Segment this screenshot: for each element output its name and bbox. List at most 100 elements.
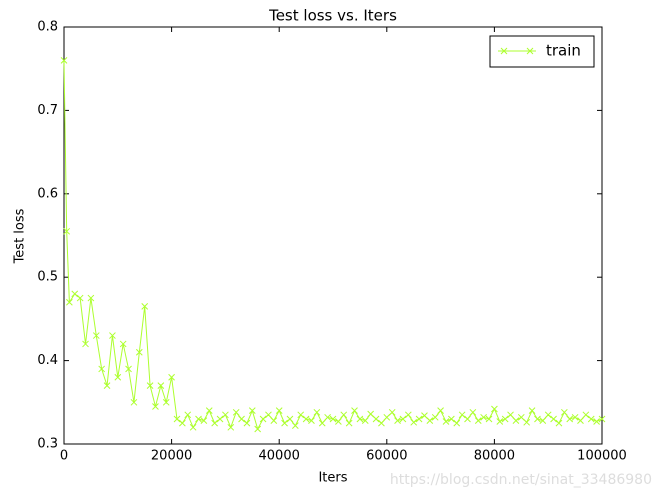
point-marker bbox=[534, 415, 541, 423]
point-marker bbox=[474, 417, 482, 425]
point-marker bbox=[302, 415, 310, 423]
point-marker bbox=[200, 417, 208, 425]
point-marker bbox=[480, 413, 487, 421]
point-marker bbox=[232, 408, 240, 416]
point-marker bbox=[63, 227, 71, 235]
point-marker bbox=[254, 425, 262, 433]
point-marker bbox=[458, 411, 466, 419]
point-marker bbox=[351, 407, 358, 414]
point-marker bbox=[560, 408, 568, 416]
x-tick-label: 20000 bbox=[151, 449, 192, 464]
point-marker bbox=[517, 413, 525, 421]
point-marker bbox=[152, 403, 159, 410]
point-marker bbox=[270, 417, 278, 425]
point-marker bbox=[378, 419, 385, 427]
legend-label: train bbox=[546, 42, 581, 60]
y-tick-label: 0.6 bbox=[37, 186, 58, 201]
x-tick-label: 100000 bbox=[577, 449, 627, 464]
point-marker bbox=[431, 413, 439, 421]
point-marker bbox=[544, 411, 552, 419]
point-marker bbox=[179, 419, 186, 427]
point-marker bbox=[259, 415, 267, 423]
point-marker bbox=[92, 332, 100, 339]
point-marker bbox=[507, 411, 514, 419]
legend-marker bbox=[500, 47, 508, 55]
point-marker bbox=[399, 415, 407, 423]
point-marker bbox=[345, 419, 353, 427]
point-marker bbox=[195, 415, 202, 423]
legend-marker bbox=[526, 47, 534, 55]
y-tick-label: 0.8 bbox=[37, 20, 58, 35]
point-marker bbox=[297, 411, 305, 419]
point-marker bbox=[388, 408, 396, 416]
point-marker bbox=[308, 417, 315, 425]
point-marker bbox=[216, 415, 224, 423]
point-marker bbox=[82, 340, 89, 348]
x-tick-label: 40000 bbox=[259, 449, 300, 464]
point-marker bbox=[60, 57, 68, 64]
point-marker bbox=[571, 413, 579, 421]
point-marker bbox=[340, 411, 348, 419]
point-marker bbox=[135, 348, 143, 356]
point-marker bbox=[539, 417, 547, 425]
point-marker bbox=[501, 415, 509, 423]
point-marker bbox=[367, 410, 375, 418]
point-marker bbox=[157, 382, 165, 389]
y-tick-label: 0.7 bbox=[37, 103, 58, 118]
point-marker bbox=[426, 417, 434, 425]
point-marker bbox=[275, 407, 283, 414]
point-marker bbox=[372, 415, 380, 423]
point-marker bbox=[222, 411, 229, 419]
point-marker bbox=[130, 398, 138, 406]
point-marker bbox=[437, 407, 444, 414]
point-marker bbox=[582, 411, 590, 419]
x-tick-label: 0 bbox=[60, 449, 68, 464]
point-marker bbox=[577, 417, 584, 425]
point-marker bbox=[162, 398, 170, 406]
x-axis-label: Iters bbox=[318, 471, 347, 486]
point-marker bbox=[335, 418, 342, 425]
point-marker bbox=[593, 418, 600, 425]
point-marker bbox=[313, 408, 321, 416]
point-marker bbox=[286, 415, 294, 423]
point-marker bbox=[211, 419, 218, 427]
point-marker bbox=[485, 415, 493, 423]
point-marker bbox=[361, 417, 369, 425]
point-marker bbox=[598, 415, 606, 423]
point-marker bbox=[550, 415, 557, 423]
point-marker bbox=[184, 411, 192, 419]
point-marker bbox=[87, 294, 95, 302]
point-marker bbox=[442, 418, 450, 425]
point-marker bbox=[119, 340, 127, 348]
point-marker bbox=[103, 382, 111, 389]
x-tick-label: 80000 bbox=[474, 449, 515, 464]
point-marker bbox=[324, 413, 331, 421]
y-tick-label: 0.5 bbox=[37, 270, 58, 285]
x-tick-label: 60000 bbox=[366, 449, 407, 464]
point-marker bbox=[76, 294, 84, 302]
point-marker bbox=[98, 365, 106, 373]
point-marker bbox=[248, 407, 256, 414]
point-marker bbox=[114, 373, 122, 381]
point-marker bbox=[66, 298, 73, 306]
point-marker bbox=[464, 415, 471, 423]
point-marker bbox=[109, 332, 116, 339]
point-marker bbox=[238, 415, 245, 423]
point-marker bbox=[469, 408, 477, 416]
point-marker bbox=[415, 415, 423, 423]
point-marker bbox=[168, 373, 175, 381]
point-marker bbox=[146, 382, 154, 389]
y-tick-label: 0.4 bbox=[37, 353, 58, 368]
point-marker bbox=[227, 423, 235, 431]
point-marker bbox=[329, 415, 337, 423]
point-marker bbox=[205, 407, 213, 414]
point-marker bbox=[291, 422, 299, 430]
point-marker bbox=[491, 405, 498, 413]
plot-frame bbox=[63, 26, 603, 445]
point-marker bbox=[528, 407, 536, 414]
point-marker bbox=[453, 419, 461, 427]
series-line bbox=[63, 60, 603, 431]
y-tick-label: 0.3 bbox=[37, 437, 58, 452]
point-marker bbox=[383, 413, 391, 421]
